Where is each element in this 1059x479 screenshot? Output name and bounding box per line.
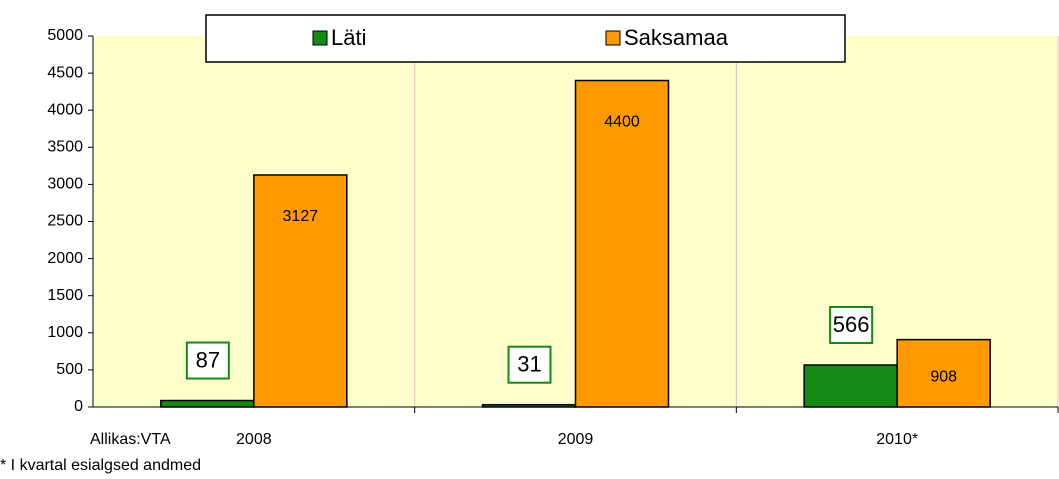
legend-swatch bbox=[605, 30, 621, 46]
data-label-box bbox=[185, 341, 230, 380]
data-label: 3127 bbox=[283, 208, 319, 225]
y-tick-label: 2500 bbox=[47, 213, 83, 230]
y-tick-label: 1500 bbox=[47, 287, 83, 304]
source-note: Allikas:VTA bbox=[90, 431, 171, 448]
footnote: * I kvartal esialgsed andmed bbox=[0, 457, 201, 474]
y-tick-label: 1000 bbox=[47, 324, 83, 341]
y-tick-label: 500 bbox=[56, 361, 83, 378]
legend-label: Saksamaa bbox=[624, 25, 729, 50]
x-tick-label: 2008 bbox=[236, 431, 272, 448]
legend-box bbox=[205, 14, 846, 63]
bar bbox=[803, 364, 898, 408]
bar bbox=[160, 399, 255, 408]
bar bbox=[481, 403, 577, 408]
y-tick-label: 4500 bbox=[47, 64, 83, 81]
bar bbox=[896, 338, 991, 408]
bar bbox=[574, 79, 670, 408]
y-tick-label: 5000 bbox=[47, 27, 83, 44]
y-tick-label: 2000 bbox=[47, 250, 83, 267]
data-label: 87 bbox=[196, 347, 220, 372]
data-label-box bbox=[507, 345, 552, 384]
data-label: 566 bbox=[833, 312, 870, 337]
y-tick-label: 4000 bbox=[47, 101, 83, 118]
x-tick-label: 2009 bbox=[558, 431, 594, 448]
data-label-box bbox=[829, 306, 874, 345]
data-label: 908 bbox=[930, 369, 957, 386]
y-tick-label: 3000 bbox=[47, 176, 83, 193]
bar bbox=[253, 174, 348, 408]
legend-swatch bbox=[312, 30, 328, 46]
y-tick-label: 3500 bbox=[47, 139, 83, 156]
y-tick-label: 0 bbox=[74, 398, 83, 415]
x-tick-label: 2010* bbox=[876, 431, 918, 448]
legend-label: Läti bbox=[331, 25, 366, 50]
data-label: 31 bbox=[517, 352, 541, 377]
data-label: 4400 bbox=[604, 114, 640, 131]
